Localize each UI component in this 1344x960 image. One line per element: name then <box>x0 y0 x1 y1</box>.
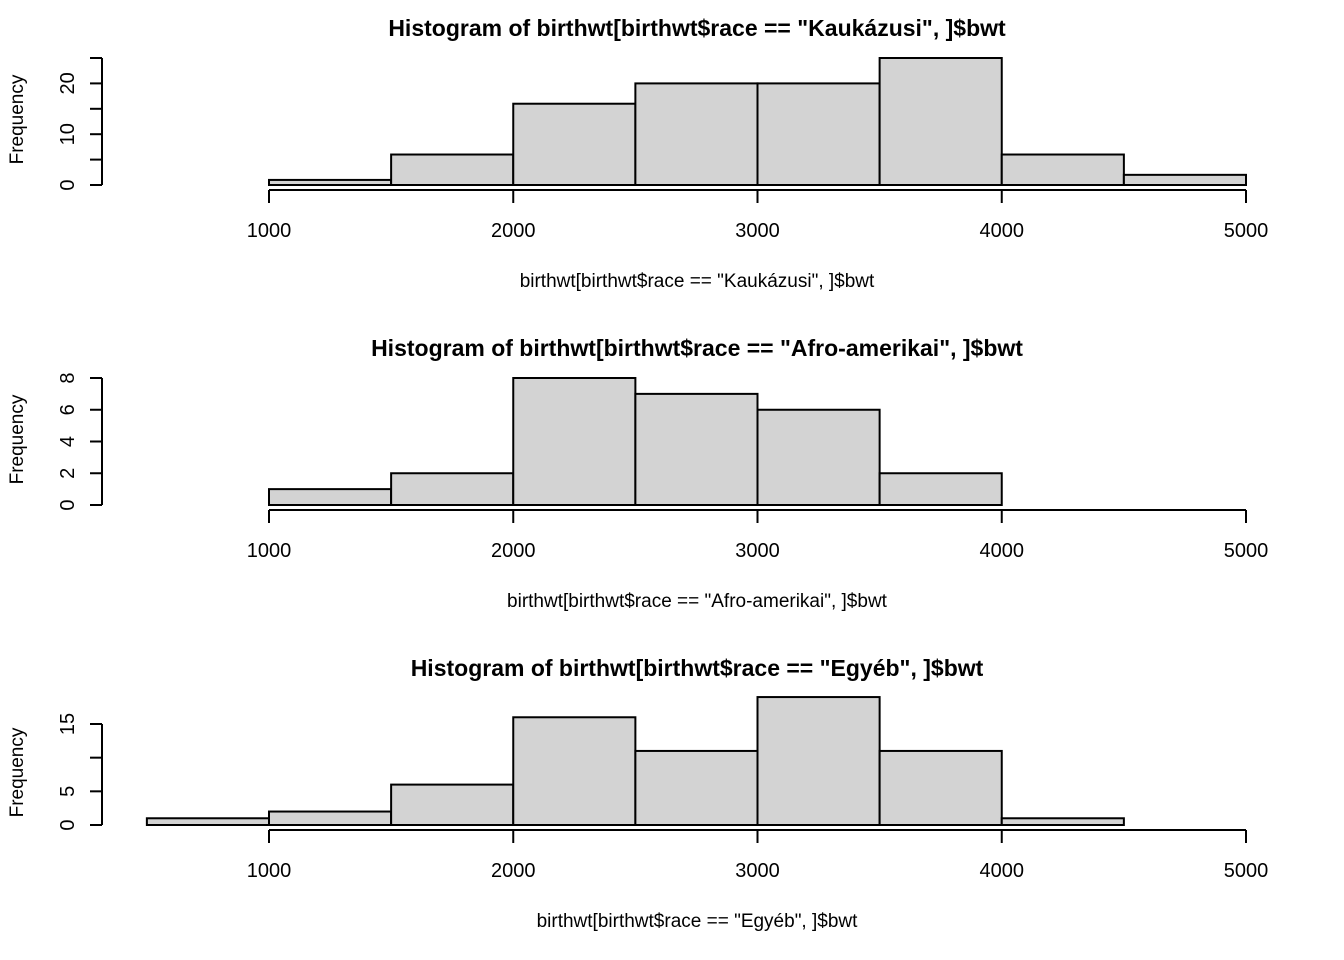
y-tick-label: 2 <box>57 468 79 479</box>
histogram-bar <box>512 377 637 506</box>
x-axis-label: birthwt[birthwt$race == "Afro-amerikai",… <box>507 591 888 612</box>
y-tick-label: 10 <box>57 123 79 145</box>
x-tick-label: 1000 <box>247 860 292 882</box>
x-axis-label: birthwt[birthwt$race == "Egyéb", ]$bwt <box>537 911 859 932</box>
y-axis-label: Frequency <box>7 74 28 164</box>
histogram-bar <box>268 810 393 826</box>
x-tick-label: 3000 <box>735 860 780 882</box>
chart-title: Histogram of birthwt[birthwt$race == "Ka… <box>388 15 1006 41</box>
x-tick-label: 3000 <box>735 540 780 562</box>
histogram-panel-1: 1000 2000 3000 4000 5000 0 10 20 Histogram of bi… <box>7 15 1268 292</box>
x-tick-label: 2000 <box>491 540 536 562</box>
histogram-panel-3: 1000 2000 3000 4000 5000 0 5 15 Histogram of bir… <box>7 655 1268 932</box>
histogram-bar <box>1122 173 1247 186</box>
y-tick-label: 4 <box>57 436 79 447</box>
x-tick-label: 2000 <box>491 220 536 242</box>
x-tick-label: 2000 <box>491 860 536 882</box>
y-axis-label: Frequency <box>7 727 28 817</box>
x-tick-label: 5000 <box>1224 540 1269 562</box>
y-tick-label: 15 <box>57 713 79 735</box>
histogram-bar <box>390 153 515 187</box>
histogram-bar <box>1000 817 1125 826</box>
x-tick-label: 1000 <box>247 220 292 242</box>
y-tick-label: 0 <box>57 819 79 830</box>
x-tick-label: 1000 <box>247 540 292 562</box>
histogram-bar <box>1000 153 1125 187</box>
histogram-bar <box>878 749 1003 827</box>
histogram-bar <box>512 102 637 186</box>
histogram-bar <box>878 57 1003 186</box>
histogram-bar <box>268 178 393 186</box>
histogram-bar <box>634 749 759 827</box>
histogram-bar <box>756 696 881 826</box>
histogram-bar <box>878 472 1003 506</box>
histogram-bar <box>634 82 759 186</box>
histogram-panel-2: 1000 2000 3000 4000 5000 0 2 4 6 8 Histogram of bi… <box>7 335 1268 612</box>
y-tick-label: 0 <box>57 179 79 190</box>
histogram-bar <box>756 408 881 506</box>
y-tick-label: 8 <box>57 372 79 383</box>
histogram-bar <box>268 488 393 506</box>
x-tick-label: 4000 <box>980 540 1025 562</box>
chart-title: Histogram of birthwt[birthwt$race == "Af… <box>371 335 1023 361</box>
histogram-bar <box>756 82 881 186</box>
y-axis-label: Frequency <box>7 394 28 484</box>
histogram-bar <box>512 716 637 826</box>
histogram-bar <box>390 472 515 506</box>
histogram-bar <box>634 392 759 506</box>
histogram-bar <box>145 817 270 826</box>
y-tick-label: 20 <box>57 72 79 94</box>
x-tick-label: 3000 <box>735 220 780 242</box>
x-tick-label: 5000 <box>1224 860 1269 882</box>
x-tick-label: 4000 <box>980 860 1025 882</box>
x-tick-label: 4000 <box>980 220 1025 242</box>
y-tick-label: 6 <box>57 404 79 415</box>
histogram-bar <box>390 783 515 826</box>
chart-title: Histogram of birthwt[birthwt$race == "Eg… <box>411 655 984 681</box>
x-tick-label: 5000 <box>1224 220 1269 242</box>
y-tick-label: 5 <box>57 786 79 797</box>
y-tick-label: 0 <box>57 499 79 510</box>
x-axis-label: birthwt[birthwt$race == "Kaukázusi", ]$b… <box>520 271 875 292</box>
